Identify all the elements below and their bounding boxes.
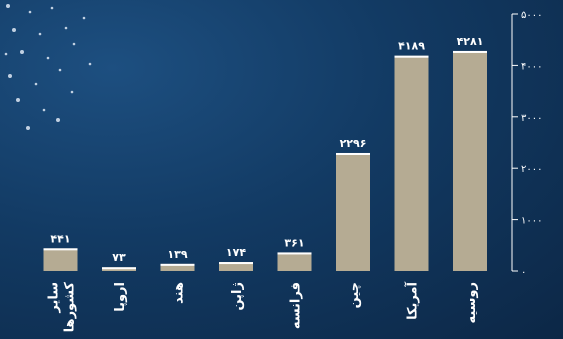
bar <box>160 263 195 271</box>
star-decoration <box>50 6 54 10</box>
star-decoration <box>8 74 12 78</box>
y-tick-label: ۳۰۰۰ <box>521 113 542 124</box>
star-decoration <box>20 50 24 54</box>
category-label: روسیه <box>464 282 479 324</box>
star-decoration <box>64 26 68 30</box>
star-decoration <box>34 82 38 86</box>
y-tick-label: ۱۰۰۰ <box>521 216 542 227</box>
bar-highlight <box>102 267 136 270</box>
star-decoration <box>4 52 8 56</box>
star-decoration <box>82 16 86 20</box>
bar-value-label: ۴۴۱ <box>50 232 70 245</box>
bar <box>336 152 370 271</box>
category-label: فرانسه <box>289 282 304 329</box>
star-decoration <box>58 68 62 72</box>
star-decoration <box>6 4 10 8</box>
bar-value-label: ۴۲۸۱ <box>457 35 484 48</box>
star-decoration <box>46 56 50 60</box>
category-label-text: آمریکا <box>404 281 421 319</box>
bar <box>43 248 78 271</box>
y-tick-label: ۰ <box>521 267 526 278</box>
star-decoration <box>16 98 20 102</box>
bar-value-label: ۷۳ <box>112 251 126 264</box>
star-decoration <box>70 90 74 94</box>
bar-highlight <box>160 263 195 266</box>
bar <box>394 55 429 272</box>
bar-value-label: ۲۲۹۶ <box>340 137 367 150</box>
bar <box>219 262 253 271</box>
star-decoration <box>56 118 60 122</box>
category-label: هند <box>172 282 187 304</box>
category-label-text: ژاپن <box>230 282 245 311</box>
category-label: چین <box>347 282 362 308</box>
bar-highlight <box>336 152 370 155</box>
star-decoration <box>12 28 16 32</box>
star-decoration <box>38 32 42 36</box>
category-label: سایر کشورها <box>47 282 78 333</box>
bar-value-label: ۳۶۱ <box>284 236 304 249</box>
bar-value-label: ۱۳۹ <box>167 248 187 261</box>
category-label-text: کشورها <box>63 282 78 333</box>
bar <box>277 252 312 271</box>
category-label: آمریکا <box>404 281 421 319</box>
bar-highlight <box>277 252 312 255</box>
category-label-text: اروپا <box>113 282 128 312</box>
bar-highlight <box>394 55 429 58</box>
bar-highlight <box>453 50 487 53</box>
starfield-decoration <box>4 4 92 130</box>
star-decoration <box>42 108 46 112</box>
star-decoration <box>88 62 92 66</box>
bar-value-label: ۱۷۴ <box>226 246 246 259</box>
y-tick-label: ۵۰۰۰ <box>521 10 542 21</box>
category-label-text: فرانسه <box>289 282 304 329</box>
bar-highlight <box>43 248 78 251</box>
bar-highlight <box>219 262 253 265</box>
y-tick-label: ۴۰۰۰ <box>521 61 542 72</box>
star-decoration <box>28 10 32 14</box>
category-label: اروپا <box>113 282 128 312</box>
y-tick-label: ۲۰۰۰ <box>521 164 542 175</box>
star-decoration <box>26 126 30 130</box>
bar <box>453 50 487 271</box>
y-axis: ۰ ۱۰۰۰ ۲۰۰۰ ۳۰۰۰ ۴۰۰۰ ۵۰۰۰ <box>511 10 542 278</box>
bar-value-label: ۴۱۸۹ <box>398 40 425 53</box>
category-label: ژاپن <box>230 282 245 311</box>
category-label-text: هند <box>172 282 187 304</box>
bars-group: ۴۲۸۱ روسیه ۴۱۸۹ آمریکا ۲۲۹۶ چین ۳۶۱ فرانسه ۱۷۴ ژا… <box>43 35 487 333</box>
category-label-text: روسیه <box>464 282 479 324</box>
category-label-text: سایر <box>47 282 62 314</box>
category-label-text: چین <box>347 282 362 308</box>
star-decoration <box>72 42 76 46</box>
